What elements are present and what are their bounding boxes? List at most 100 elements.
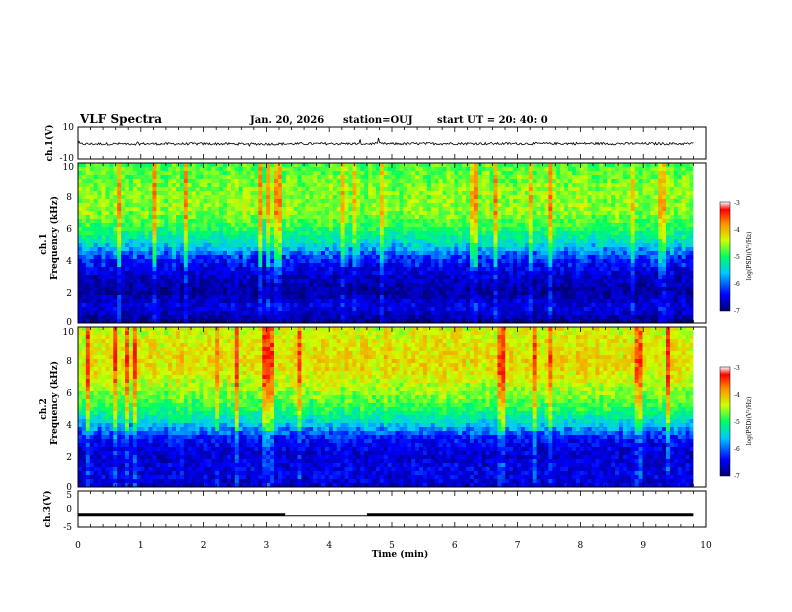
spectrogram-cell <box>344 187 349 192</box>
spectrogram-cell <box>446 207 451 212</box>
spectrogram-cell <box>564 211 569 216</box>
spectrogram-cell <box>117 239 122 244</box>
spectrogram-cell <box>391 187 397 192</box>
spectrogram-cell <box>348 199 353 204</box>
spectrogram-cell <box>211 211 216 216</box>
spectrogram-cell <box>93 163 99 168</box>
spectrogram-cell <box>226 275 232 280</box>
spectrogram-cell <box>564 171 569 176</box>
spectrogram-cell <box>375 215 381 220</box>
spectrogram-cell <box>642 203 647 208</box>
spectrogram-cell <box>293 263 299 268</box>
spectrogram-cell <box>383 243 389 248</box>
spectrogram-cell <box>148 227 153 232</box>
spectrogram-cell <box>160 283 165 288</box>
spectrogram-cell <box>403 195 408 200</box>
spectrogram-cell <box>328 255 334 260</box>
spectrogram-cell <box>226 163 232 168</box>
spectrogram-cell <box>277 199 283 204</box>
spectrogram-cell <box>168 275 173 280</box>
spectrogram-cell <box>615 271 620 276</box>
spectrogram-cell <box>81 283 87 288</box>
spectrogram-cell <box>356 207 361 212</box>
spectrogram-cell <box>293 243 299 248</box>
spectrogram-cell <box>219 179 224 184</box>
spectrogram-cell <box>387 163 393 168</box>
spectrogram-cell <box>513 195 518 200</box>
spectrogram-cell <box>544 195 549 200</box>
spectrogram-cell <box>520 247 526 252</box>
spectrogram-cell <box>536 239 542 244</box>
spectrogram-cell <box>442 167 447 172</box>
spectrogram-cell <box>607 219 612 224</box>
spectrogram-cell <box>403 191 408 196</box>
spectrogram-cell <box>540 175 545 180</box>
spectrogram-cell <box>223 275 228 280</box>
spectrogram-cell <box>211 275 216 280</box>
spectrogram-cell <box>195 283 201 288</box>
spectrogram-cell <box>419 163 424 168</box>
spectrogram-cell <box>156 183 161 188</box>
spectrogram-cell <box>238 271 244 276</box>
spectrogram-cell <box>187 279 193 284</box>
spectrogram-cell <box>250 247 255 252</box>
spectrogram-cell <box>195 199 201 204</box>
spectrogram-cell <box>309 267 314 272</box>
spectrogram-cell <box>132 251 138 256</box>
spectrogram-cell <box>328 223 334 228</box>
spectrogram-cell <box>348 267 353 272</box>
spectrogram-cell <box>179 287 185 292</box>
spectrogram-cell <box>136 255 142 260</box>
spectrogram-cell <box>579 267 585 272</box>
spectrogram-cell <box>168 207 173 212</box>
spectrogram-cell <box>520 211 526 216</box>
spectrogram-cell <box>493 263 498 268</box>
spectrogram-cell <box>207 183 212 188</box>
spectrogram-cell <box>579 263 585 268</box>
spectrogram-cell <box>148 223 153 228</box>
spectrogram-cell <box>328 231 334 236</box>
spectrogram-cell <box>274 287 279 292</box>
spectrogram-cell <box>242 207 248 212</box>
spectrogram-cell <box>493 215 498 220</box>
spectrogram-cell <box>187 199 193 204</box>
spectrogram-cell <box>230 195 236 200</box>
spectrogram-cell <box>532 167 538 172</box>
spectrogram-cell <box>132 215 138 220</box>
spectrogram-cell <box>462 235 467 240</box>
spectrogram-cell <box>575 183 581 188</box>
spectrogram-cell <box>630 275 636 280</box>
spectrogram-cell <box>289 267 295 272</box>
spectrogram-cell <box>591 191 596 196</box>
spectrogram-cell <box>379 195 385 200</box>
spectrogram-cell <box>125 175 130 180</box>
spectrogram-cell <box>489 171 495 176</box>
spectrogram-cell <box>117 247 122 252</box>
spectrogram-cell <box>375 239 381 244</box>
spectrogram-cell <box>638 211 643 216</box>
spectrogram-cell <box>540 259 545 264</box>
spectrogram-cell <box>426 215 432 220</box>
spectrogram-cell <box>109 167 114 172</box>
spectrogram-cell <box>571 195 577 200</box>
spectrogram-cell <box>234 275 240 280</box>
spectrogram-cell <box>364 287 369 292</box>
spectrogram-cell <box>128 247 134 252</box>
spectrogram-cell <box>650 187 655 192</box>
spectrogram-cell <box>340 227 346 232</box>
spectrogram-cell <box>462 187 467 192</box>
spectrogram-cell <box>442 283 447 288</box>
spectrogram-cell <box>419 275 424 280</box>
spectrogram-cell <box>324 267 330 272</box>
spectrogram-cell <box>669 175 675 180</box>
spectrogram-cell <box>599 211 604 216</box>
spectrogram-cell <box>462 247 467 252</box>
spectrogram-cell <box>89 167 95 172</box>
spectrogram-cell <box>622 179 628 184</box>
spectrogram-cell <box>646 171 651 176</box>
spectrogram-cell <box>270 179 275 184</box>
spectrogram-cell <box>509 259 514 264</box>
spectrogram-cell <box>109 195 114 200</box>
spectrogram-cell <box>673 247 679 252</box>
spectrogram-cell <box>266 243 271 248</box>
